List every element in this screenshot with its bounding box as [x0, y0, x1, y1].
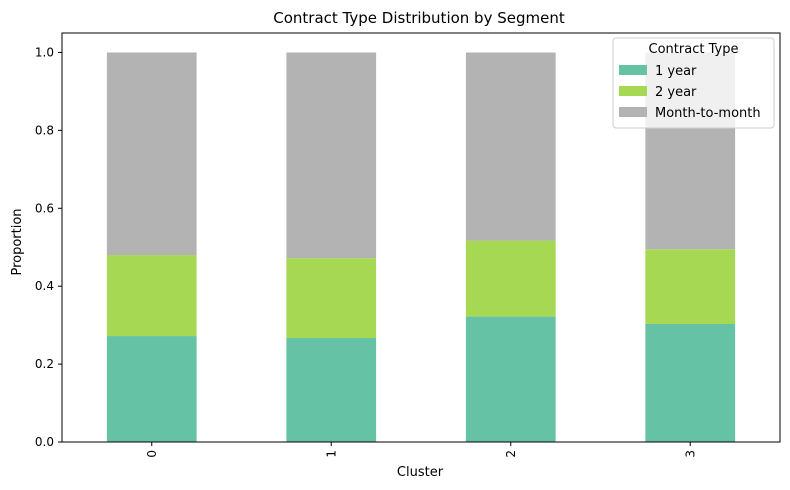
legend-title: Contract Type — [649, 42, 739, 57]
x-axis-label: Cluster — [397, 465, 444, 480]
plot-frame — [61, 32, 781, 443]
bar-2-year-cluster-1 — [286, 258, 377, 338]
y-axis-label: Proportion — [10, 208, 25, 275]
legend-label: 2 year — [655, 85, 697, 100]
legend: Contract Type 1 year 2 year Month-to-month — [612, 37, 775, 129]
legend-label: 1 year — [655, 64, 697, 79]
y-tick-label: 0.6 — [35, 201, 54, 215]
bar-2-year-cluster-2 — [465, 240, 556, 317]
y-tick-label: 0.8 — [35, 123, 54, 137]
chart-title: Contract Type Distribution by Segment — [273, 9, 565, 27]
plot-area: 0.0 0.2 0.4 0.6 0.8 1.0 0 1 2 3 — [35, 32, 781, 458]
bar-2-year-cluster-3 — [645, 249, 736, 324]
bar-1-year-cluster-2 — [465, 316, 556, 442]
bar-month-to-month-cluster-0 — [106, 52, 197, 256]
legend-swatch — [619, 65, 647, 75]
legend-swatch — [619, 107, 647, 117]
bar-1-year-cluster-1 — [286, 337, 377, 442]
y-tick-label: 0.2 — [35, 357, 54, 371]
bar-2-year-cluster-0 — [106, 255, 197, 337]
legend-swatch — [619, 86, 647, 96]
x-tick-label: 3 — [683, 450, 697, 458]
bar-1-year-cluster-0 — [106, 336, 197, 442]
x-tick-label: 2 — [504, 450, 518, 458]
bar-1-year-cluster-3 — [645, 323, 736, 442]
bar-month-to-month-cluster-2 — [465, 52, 556, 241]
x-tick-label: 0 — [145, 450, 159, 458]
bar-month-to-month-cluster-1 — [286, 52, 377, 259]
legend-label: Month-to-month — [655, 106, 761, 121]
x-tick-label: 1 — [324, 450, 338, 458]
y-tick-label: 0.4 — [35, 279, 54, 293]
legend-box — [612, 37, 775, 129]
y-tick-label: 1.0 — [35, 45, 54, 59]
y-tick-label: 0.0 — [35, 435, 54, 449]
